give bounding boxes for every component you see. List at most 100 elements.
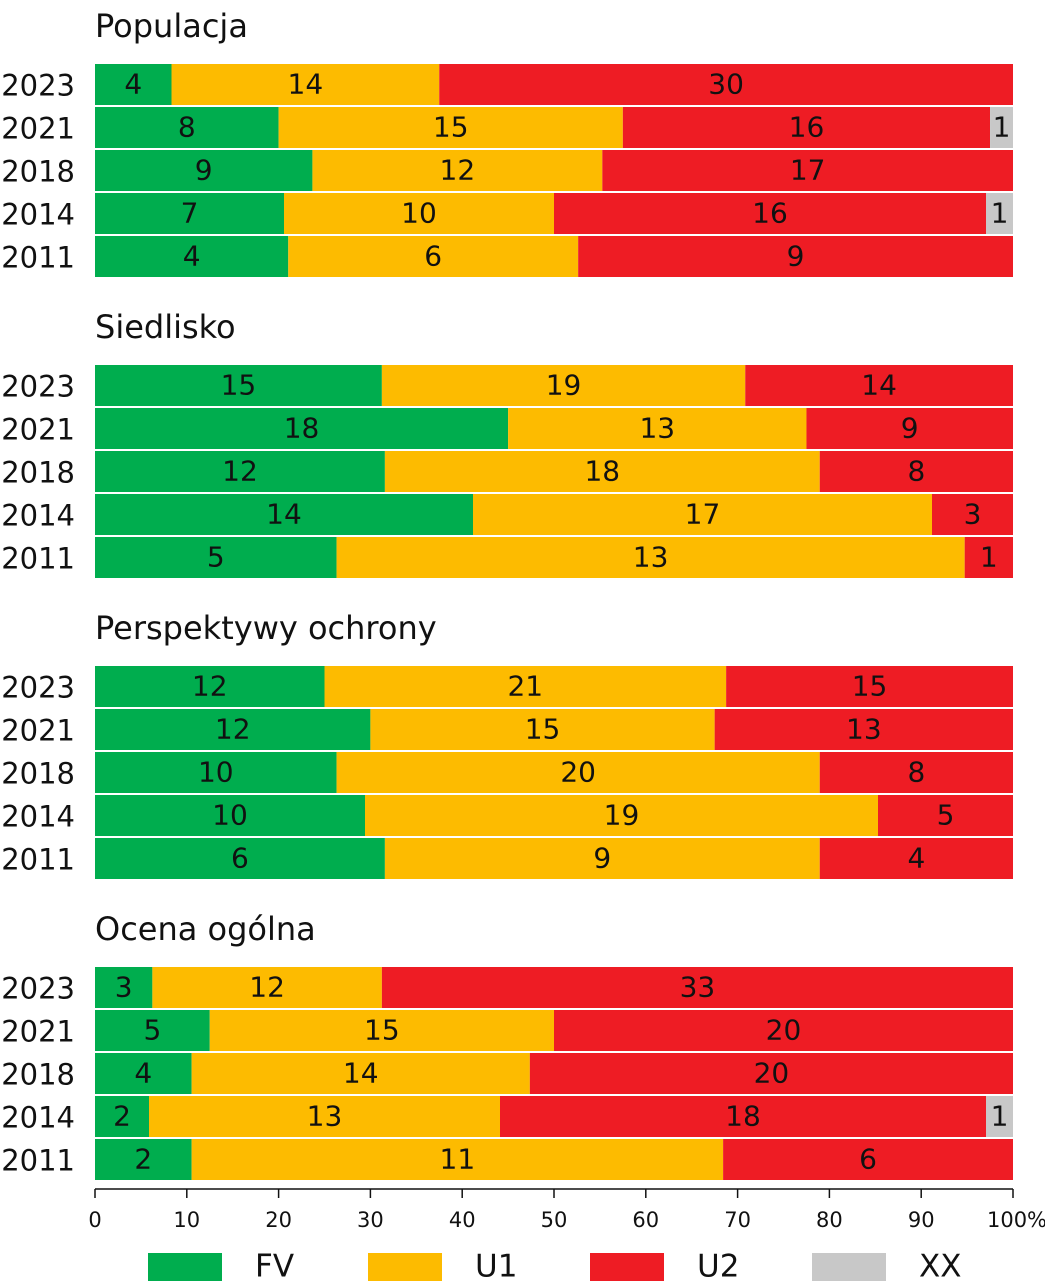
bar-segment: [95, 537, 337, 578]
x-tick-label: 100%: [987, 1208, 1045, 1232]
bar-segment: [473, 494, 932, 535]
bar-segment: [932, 494, 1013, 535]
data-label: 7: [181, 197, 199, 230]
bar-segment: [381, 967, 1013, 1008]
x-tick-label: 50: [541, 1208, 568, 1232]
data-label: 15: [364, 1014, 400, 1047]
y-tick-label: 2014: [1, 499, 75, 533]
x-tick-label: 90: [908, 1208, 935, 1232]
y-tick-label: 2021: [1, 112, 75, 146]
y-tick-label: 2021: [1, 413, 75, 447]
bar-segment: [622, 107, 991, 148]
bar-segment: [95, 408, 509, 449]
bar-segment: [986, 193, 1013, 234]
data-label: 16: [789, 111, 825, 144]
data-label: 5: [143, 1014, 161, 1047]
bar-segment: [191, 1139, 724, 1180]
data-label: 19: [604, 799, 640, 832]
bar-segment: [964, 537, 1013, 578]
data-label: 20: [754, 1057, 790, 1090]
bar-segment: [149, 1096, 500, 1137]
x-tick-label: 80: [816, 1208, 843, 1232]
y-tick-label: 2014: [1, 198, 75, 232]
data-label: 4: [183, 240, 201, 273]
data-label: 2: [113, 1100, 131, 1133]
data-label: 1: [980, 541, 998, 574]
data-label: 15: [852, 670, 888, 703]
bar-segment: [381, 365, 746, 406]
bar-segment: [95, 451, 385, 492]
data-label: 5: [207, 541, 225, 574]
bar-segment: [152, 967, 382, 1008]
data-label: 6: [231, 842, 249, 875]
bar-segment: [95, 709, 371, 750]
data-label: 11: [440, 1143, 476, 1176]
data-label: 3: [964, 498, 982, 531]
data-label: 12: [249, 971, 285, 1004]
panel-title: Populacja: [95, 7, 248, 45]
data-label: 18: [584, 455, 620, 488]
bar-segment: [990, 107, 1013, 148]
bar-segment: [95, 494, 473, 535]
data-label: 13: [633, 541, 669, 574]
bar-segment: [191, 1053, 530, 1094]
bar-segment: [819, 838, 1013, 879]
x-tick-label: 10: [173, 1208, 200, 1232]
data-label: 14: [343, 1057, 379, 1090]
y-tick-label: 2011: [1, 542, 75, 576]
data-label: 5: [937, 799, 955, 832]
x-tick-label: 40: [449, 1208, 476, 1232]
data-label: 14: [266, 498, 302, 531]
data-label: 12: [192, 670, 228, 703]
data-label: 20: [766, 1014, 802, 1047]
data-label: 6: [859, 1143, 877, 1176]
data-label: 15: [221, 369, 257, 402]
bar-segment: [95, 365, 382, 406]
data-label: 9: [195, 154, 213, 187]
bar-segment: [439, 64, 1013, 105]
data-label: 21: [507, 670, 543, 703]
bar-segment: [171, 64, 440, 105]
y-tick-label: 2023: [1, 69, 75, 103]
data-label: 12: [440, 154, 476, 187]
data-label: 15: [525, 713, 561, 746]
y-tick-label: 2018: [1, 155, 75, 189]
bar-segment: [95, 838, 385, 879]
data-label: 6: [424, 240, 442, 273]
data-label: 17: [685, 498, 721, 531]
y-tick-label: 2018: [1, 757, 75, 791]
x-tick-label: 70: [724, 1208, 751, 1232]
y-tick-label: 2018: [1, 456, 75, 490]
data-label: 4: [124, 68, 142, 101]
bar-segment: [370, 709, 715, 750]
data-label: 1: [991, 1100, 1009, 1133]
bar-segment: [745, 365, 1013, 406]
bar-segment: [508, 408, 807, 449]
legend-label: XX: [919, 1249, 961, 1281]
bar-segment: [209, 1010, 554, 1051]
data-label: 13: [639, 412, 675, 445]
data-label: 10: [212, 799, 248, 832]
x-tick-label: 60: [632, 1208, 659, 1232]
bar-segment: [723, 1139, 1013, 1180]
data-label: 15: [433, 111, 469, 144]
data-label: 16: [752, 197, 788, 230]
y-tick-label: 2023: [1, 972, 75, 1006]
bar-segment: [95, 795, 365, 836]
bar-segment: [336, 537, 965, 578]
data-label: 8: [907, 756, 925, 789]
bar-segment: [806, 408, 1013, 449]
data-label: 33: [680, 971, 716, 1004]
bar-segment: [95, 1053, 192, 1094]
legend-label: U2: [697, 1249, 739, 1281]
bar-segment: [554, 193, 986, 234]
bar-segment: [95, 1139, 192, 1180]
bar-segment: [819, 451, 1013, 492]
y-tick-label: 2018: [1, 1058, 75, 1092]
y-tick-label: 2023: [1, 370, 75, 404]
y-tick-label: 2023: [1, 671, 75, 705]
bar-segment: [819, 752, 1013, 793]
bar-segment: [714, 709, 1013, 750]
data-label: 18: [725, 1100, 761, 1133]
data-label: 9: [593, 842, 611, 875]
